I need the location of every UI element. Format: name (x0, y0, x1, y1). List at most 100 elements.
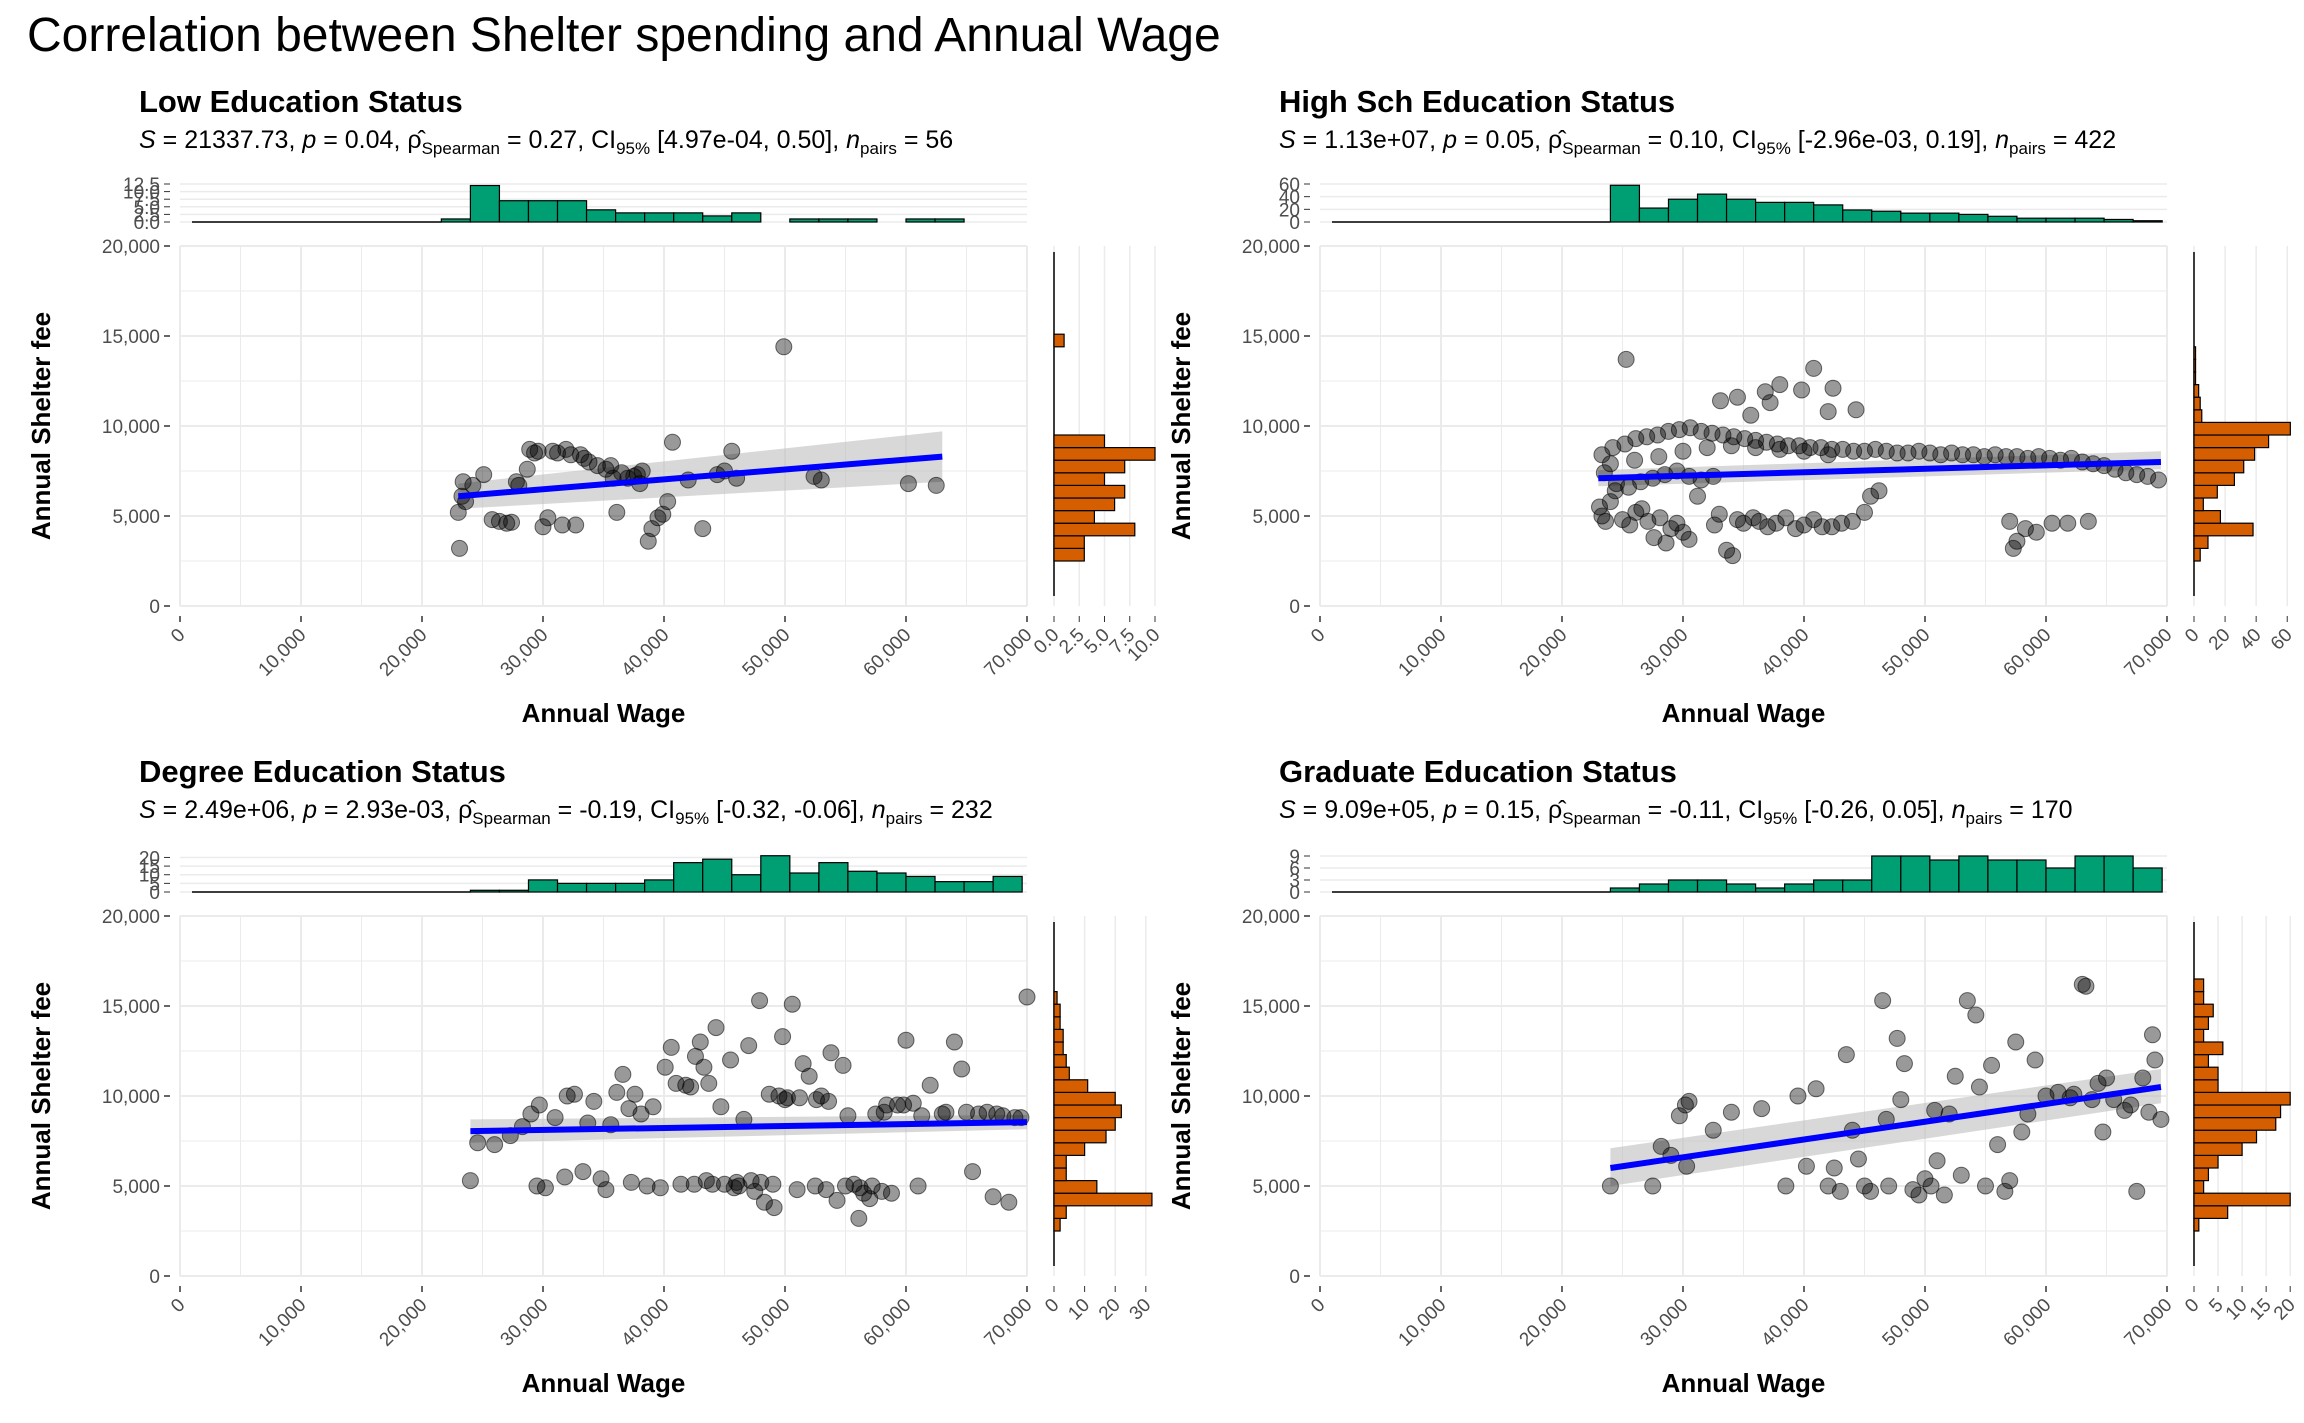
data-point (1742, 406, 1760, 424)
data-point (1833, 514, 1851, 532)
confidence-band (458, 431, 943, 509)
data-point (1018, 988, 1036, 1006)
data-point (1895, 1055, 1913, 1073)
data-point (751, 992, 769, 1010)
data-point (828, 1191, 846, 1209)
data-point (1680, 530, 1698, 548)
top-hist-bar (556, 200, 588, 223)
top-hist-bar (847, 870, 878, 893)
data-point (522, 1105, 540, 1123)
top-hist-tick-label: 40 (1279, 188, 1300, 209)
x-tick-label: 0 (167, 1295, 189, 1317)
stat-ci: [-0.26, 0.05] (1804, 796, 1938, 824)
top-hist-bar (876, 872, 907, 893)
data-point (1996, 1182, 2014, 1200)
x-tick-label: 30,000 (1637, 625, 1693, 681)
top-hist-bar (1929, 859, 1960, 893)
side-hist-tick-label: 40 (2236, 625, 2266, 655)
top-hist-bar (934, 881, 965, 893)
data-point (1847, 401, 1865, 419)
top-hist-bar (2103, 218, 2134, 223)
top-hist-bar (760, 855, 791, 893)
data-point (1617, 350, 1635, 368)
data-point (1668, 514, 1686, 532)
data-point (672, 1175, 690, 1193)
top-hist-tick-label: 10 (139, 866, 160, 887)
side-hist-bar (2193, 1066, 2219, 1081)
x-tick-label: 50,000 (1879, 1295, 1935, 1351)
data-point (2139, 467, 2157, 485)
x-tick-label: 60,000 (860, 625, 916, 681)
side-hist-bar (1053, 1016, 1061, 1030)
data-point (1756, 383, 1774, 401)
data-point (639, 532, 657, 550)
data-point (722, 1051, 740, 1069)
side-hist-bar (1053, 1205, 1067, 1219)
data-point (574, 1163, 592, 1181)
side-hist-bar (2193, 1180, 2205, 1194)
side-hist-bar (2193, 1016, 2210, 1030)
data-point (1698, 439, 1716, 457)
stat-s: 21337.73 (184, 126, 289, 154)
data-point (562, 446, 580, 464)
x-tick-label: 0 (1307, 625, 1329, 647)
data-point (1943, 444, 1961, 462)
data-point (451, 539, 469, 557)
data-point (774, 1028, 792, 1046)
data-point (1793, 381, 1811, 399)
data-point (1680, 1092, 1698, 1110)
data-point (1753, 1100, 1771, 1118)
data-point (834, 1056, 852, 1074)
data-point (1819, 403, 1837, 421)
panel-title: Degree Education Status (139, 754, 506, 789)
data-point (1964, 446, 1982, 464)
x-tick-label: 20,000 (1516, 625, 1572, 681)
scatter-plot: 0 5,000 10,000 15,000 20,000 0 10,000 20,000 30,… (27, 175, 1165, 728)
data-point (1722, 437, 1740, 455)
data-point (558, 1087, 576, 1105)
top-hist-bar (1929, 212, 1960, 223)
data-point (778, 1089, 796, 1107)
x-tick-label: 10,000 (1395, 625, 1451, 681)
side-hist-bar (2193, 384, 2200, 398)
data-point (1874, 992, 1892, 1010)
side-hist-tick-label: 20 (2205, 625, 2235, 655)
top-hist-bar (1871, 210, 1902, 223)
top-hist-bar (2045, 217, 2076, 223)
x-tick-label: 60,000 (2000, 1295, 2056, 1351)
top-hist-bar (2016, 217, 2047, 223)
data-point (1777, 509, 1795, 527)
side-hist-bar (1053, 1066, 1070, 1081)
stat-ci: [4.97e-04, 0.50] (657, 126, 833, 154)
data-point (1892, 1091, 1910, 1109)
data-point (486, 1136, 504, 1154)
x-tick-label: 30,000 (1637, 1295, 1693, 1351)
data-point (622, 1173, 640, 1191)
data-point (638, 1177, 656, 1195)
data-point (1880, 1177, 1898, 1195)
top-hist-bar (1754, 887, 1786, 893)
x-axis-title: Annual Wage (522, 1368, 686, 1398)
top-hist-bar (789, 218, 820, 223)
data-point (644, 1098, 662, 1116)
data-point (1787, 520, 1805, 538)
data-point (694, 520, 712, 538)
data-point (1970, 1078, 1988, 1096)
stat-rho: -0.19 (579, 796, 637, 824)
data-point (984, 1188, 1002, 1206)
top-hist-tick-label: 0 (1289, 213, 1300, 234)
data-point (2077, 977, 2095, 995)
top-hist-tick-label: 5 (149, 874, 160, 895)
top-hist-bar (2074, 855, 2105, 893)
top-hist-bar (2103, 855, 2134, 893)
data-point (2098, 1069, 2115, 1087)
x-tick-label: 20,000 (376, 1295, 432, 1351)
top-hist-bar (1813, 204, 1844, 223)
top-hist-bar (498, 200, 530, 223)
x-axis-title: Annual Wage (1662, 1368, 1826, 1398)
top-hist-bar (2016, 859, 2047, 893)
data-point (964, 1163, 982, 1181)
side-hist-bar (1053, 1028, 1064, 1043)
data-point (1946, 1067, 1964, 1085)
y-tick-label: 15,000 (102, 327, 160, 348)
